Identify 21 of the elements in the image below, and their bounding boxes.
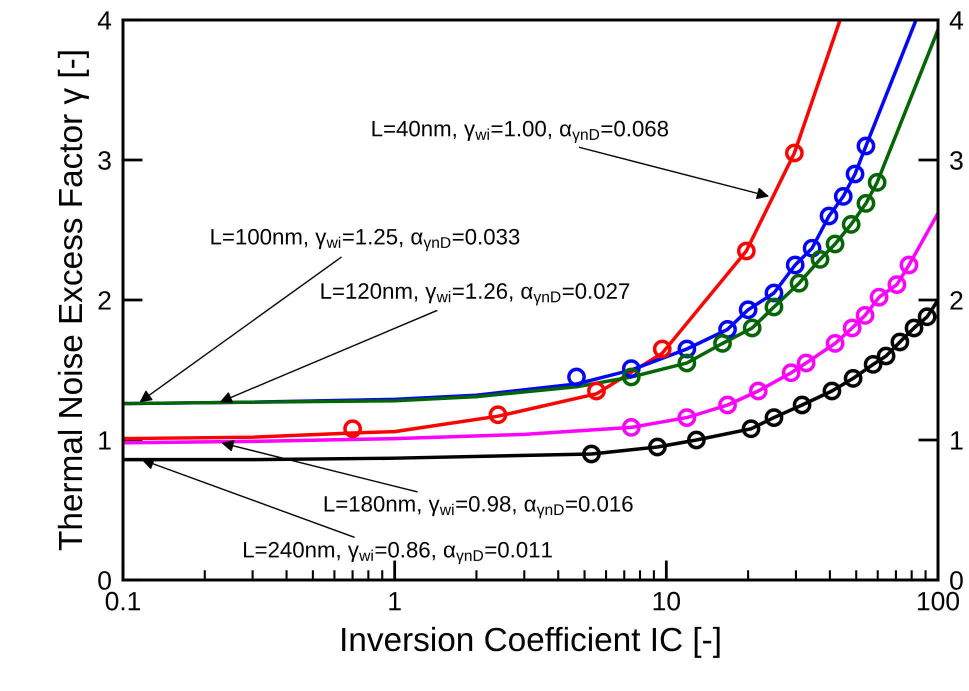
y2-tick-label: 0 [950, 571, 963, 590]
y2-tick-label: 1 [951, 431, 962, 450]
y2-tick-label: 3 [950, 151, 963, 170]
y2-tick-label: 4 [950, 11, 964, 30]
annotation: L=40nm, γ$_{wi}$=1.00, α$_{γnD}$=0.068 [372, 120, 668, 144]
x-tick-label: 1 [389, 592, 401, 610]
y-tick-label: 4 [98, 11, 112, 30]
y-tick-label: 0 [98, 571, 111, 590]
x-tick-label: 0.1 [106, 592, 140, 610]
x-tick-label: 10 [654, 592, 680, 610]
annotation: L=180nm, γ$_{wi}$=0.98, α$_{γnD}$=0.016 [324, 496, 633, 518]
y-tick-label: 1 [99, 431, 111, 450]
x-axis-title: Inversion Coefficient IC [-] [342, 626, 720, 658]
y-tick-label: 3 [98, 151, 111, 170]
y-axis-title: Thermal Noise Excess Factor γ [-] [58, 51, 89, 550]
annotation: L=100nm, γ$_{wi}$=1.25, α$_{γnD}$=0.033 [211, 228, 520, 252]
annotation: L=240nm, γ$_{wi}$=0.86, α$_{γnD}$=0.011 [244, 542, 552, 564]
annotation: L=120nm, γ$_{wi}$=1.26, α$_{γnD}$=0.027 [321, 283, 630, 306]
y-tick-label: 2 [98, 291, 111, 310]
x-tick-label: 100 [918, 592, 959, 610]
y2-tick-label: 2 [950, 291, 962, 310]
